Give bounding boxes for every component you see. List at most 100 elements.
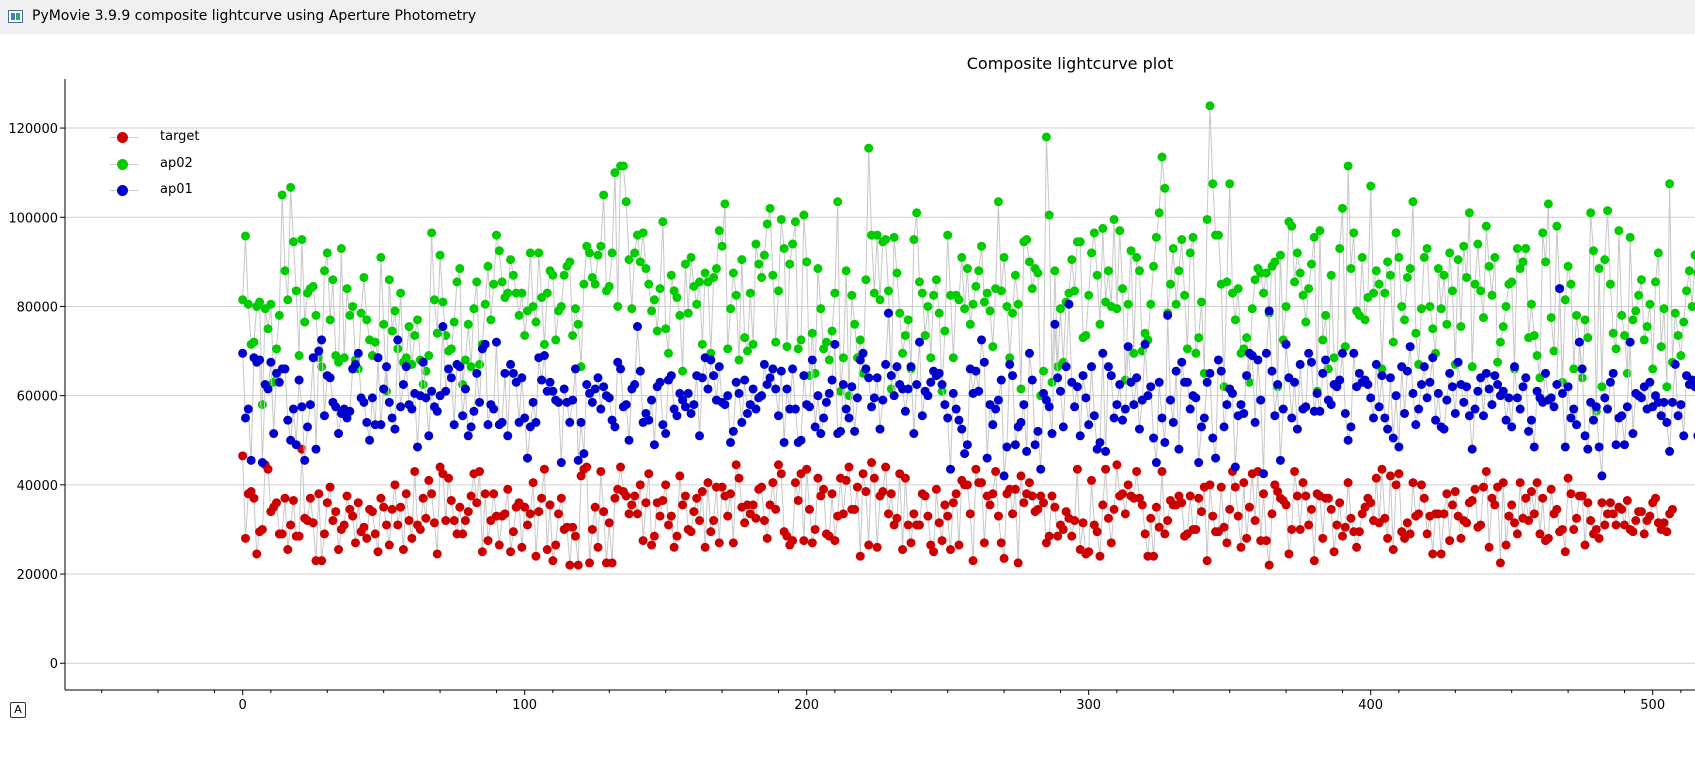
data-point-ap01 — [427, 386, 437, 396]
data-point-target — [525, 509, 535, 519]
data-point-ap02 — [900, 330, 910, 340]
data-point-target — [1335, 498, 1345, 508]
data-point-ap01 — [1315, 406, 1325, 416]
data-point-ap01 — [1369, 413, 1379, 423]
data-point-ap02 — [596, 241, 606, 251]
data-point-ap01 — [841, 404, 851, 414]
data-point-ap01 — [1667, 397, 1677, 407]
data-point-target — [1337, 531, 1347, 541]
data-point-target — [384, 540, 394, 550]
data-point-ap02 — [1605, 279, 1615, 289]
data-point-ap01 — [1064, 299, 1074, 309]
data-point-ap01 — [590, 384, 600, 394]
data-point-ap01 — [731, 377, 741, 387]
data-point-ap01 — [539, 351, 549, 361]
data-point-target — [1617, 504, 1627, 514]
data-point-ap02 — [977, 241, 987, 251]
data-point-ap02 — [1682, 286, 1692, 296]
data-point-ap01 — [821, 397, 831, 407]
data-point-ap02 — [1507, 277, 1517, 287]
data-point-ap02 — [1213, 230, 1223, 240]
data-point-ap01 — [1498, 386, 1508, 396]
data-point-target — [1600, 520, 1610, 530]
data-point-target — [1267, 509, 1277, 519]
data-point-ap02 — [1005, 353, 1015, 363]
y-tick-label: 40000 — [17, 479, 58, 494]
data-point-ap01 — [993, 395, 1003, 405]
data-point-target — [647, 540, 657, 550]
data-point-ap02 — [418, 380, 428, 389]
data-point-target — [1495, 558, 1505, 568]
data-point-ap02 — [483, 261, 493, 271]
data-point-ap01 — [1411, 420, 1421, 430]
data-point-ap01 — [971, 366, 981, 376]
data-point-target — [1087, 475, 1097, 485]
data-point-target — [1476, 520, 1486, 530]
data-point-ap02 — [892, 268, 902, 278]
auto-range-button[interactable]: A — [10, 702, 26, 718]
data-point-ap02 — [339, 353, 349, 363]
data-point-ap02 — [325, 315, 335, 325]
data-point-ap02 — [1208, 179, 1218, 189]
data-point-ap02 — [283, 295, 293, 305]
data-point-target — [1366, 498, 1376, 508]
data-point-ap02 — [802, 257, 812, 267]
data-point-target — [1340, 522, 1350, 532]
data-point-ap01 — [1659, 397, 1669, 407]
data-point-target — [931, 484, 941, 494]
data-point-target — [1157, 466, 1167, 476]
data-point-target — [1639, 529, 1649, 539]
data-point-ap02 — [1580, 315, 1590, 325]
data-point-ap02 — [621, 197, 631, 207]
data-point-ap01 — [830, 339, 840, 349]
data-point-ap02 — [720, 199, 730, 209]
data-point-ap02 — [370, 337, 380, 347]
data-point-ap02 — [663, 348, 673, 358]
data-point-ap02 — [1526, 299, 1536, 309]
data-point-target — [1013, 558, 1023, 568]
data-point-ap02 — [1318, 335, 1328, 345]
data-point-ap01 — [579, 449, 589, 459]
data-point-ap02 — [960, 304, 970, 314]
data-point-target — [1290, 466, 1300, 476]
data-point-target — [348, 511, 358, 521]
data-point-target — [517, 542, 527, 552]
data-point-ap02 — [390, 306, 400, 316]
data-point-ap01 — [537, 375, 547, 385]
data-point-ap02 — [869, 288, 879, 298]
data-point-target — [1343, 478, 1353, 488]
data-point-ap01 — [988, 420, 998, 430]
data-point-ap02 — [968, 299, 978, 309]
data-point-ap01 — [1118, 415, 1128, 425]
data-point-ap01 — [1363, 380, 1373, 389]
data-point-ap01 — [960, 449, 970, 459]
data-point-target — [240, 533, 250, 543]
data-point-target — [1385, 471, 1395, 481]
data-point-target — [353, 498, 363, 508]
data-point-ap01 — [305, 400, 315, 410]
legend-marker — [117, 185, 128, 196]
data-point-target — [762, 533, 772, 543]
data-point-ap01 — [353, 348, 363, 358]
data-point-ap01 — [810, 422, 820, 432]
data-point-ap02 — [957, 252, 967, 262]
data-point-ap01 — [1611, 440, 1621, 450]
data-point-ap02 — [1039, 366, 1049, 376]
data-point-target — [1605, 498, 1615, 508]
data-point-ap01 — [257, 458, 267, 468]
data-point-ap02 — [875, 295, 885, 305]
data-point-ap01 — [331, 402, 341, 412]
data-point-target — [1462, 518, 1472, 528]
data-point-ap02 — [1673, 330, 1683, 340]
data-point-target — [872, 542, 882, 552]
data-point-ap02 — [934, 308, 944, 318]
data-point-target — [1408, 478, 1418, 488]
data-point-ap02 — [917, 288, 927, 298]
data-point-ap02 — [618, 161, 628, 171]
data-point-ap01 — [458, 411, 468, 421]
data-point-target — [1594, 533, 1604, 543]
data-point-target — [1239, 478, 1249, 488]
data-point-ap02 — [463, 319, 473, 329]
data-point-target — [342, 491, 352, 501]
